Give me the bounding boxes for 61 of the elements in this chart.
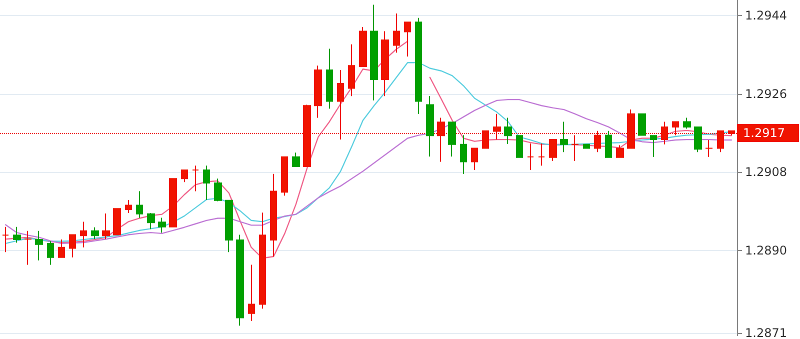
candlestick — [426, 96, 434, 157]
line-series — [4, 98, 732, 244]
candlestick — [638, 113, 646, 136]
candlestick — [248, 264, 255, 322]
candlestick — [214, 178, 222, 202]
candlestick — [471, 148, 478, 170]
y-tick-label: 1.2926 — [745, 86, 787, 101]
candlestick — [192, 165, 199, 192]
y-tick-label: 1.2890 — [745, 243, 787, 258]
candlestick — [225, 200, 233, 253]
candlestick — [102, 212, 110, 240]
candlestick — [370, 4, 378, 101]
candlestick — [181, 169, 188, 183]
candlestick — [136, 190, 143, 218]
candlestick — [415, 17, 422, 114]
candlestick — [91, 226, 99, 240]
candlestick — [259, 212, 266, 310]
candlestick — [460, 134, 467, 174]
candlestick — [35, 230, 43, 261]
candlestick — [13, 226, 21, 244]
candlestick — [113, 208, 121, 236]
candlestick — [549, 139, 557, 162]
candlestick — [705, 139, 713, 158]
candlestick — [236, 234, 244, 326]
candlestick — [448, 122, 456, 157]
candlestick — [504, 117, 512, 144]
candlestick — [281, 156, 288, 196]
candlestick — [616, 144, 624, 158]
candlestick — [270, 173, 277, 257]
y-tick-label: 1.2871 — [745, 326, 787, 339]
candlestick — [24, 230, 32, 266]
candlestick — [58, 239, 65, 258]
candlestick — [694, 126, 702, 153]
candlestick — [158, 217, 166, 234]
candlestick — [348, 44, 355, 97]
candlestick — [683, 117, 691, 130]
candlestick — [404, 22, 411, 58]
candlestick — [169, 178, 177, 228]
candlestick — [583, 144, 590, 149]
candlestick — [326, 48, 333, 110]
y-tick-label: 1.2944 — [745, 8, 787, 23]
candlestick — [80, 221, 87, 248]
candlestick — [650, 135, 657, 158]
candlestick — [314, 65, 322, 118]
candlestick — [605, 130, 612, 158]
candlestick — [125, 199, 132, 214]
candlestick — [203, 165, 210, 200]
candlestick — [381, 30, 389, 97]
candlestick — [560, 121, 568, 153]
candlestick — [527, 142, 534, 170]
ref-line-label: 1.2917 — [743, 126, 785, 140]
candlestick — [292, 152, 300, 167]
y-tick-label: 1.2908 — [745, 165, 787, 180]
candlestick — [69, 234, 76, 258]
candlestick — [538, 142, 545, 166]
candlestick — [359, 26, 367, 68]
candlestick — [47, 240, 54, 266]
candlestick — [516, 135, 523, 158]
candlestick — [2, 226, 9, 253]
candlestick — [147, 212, 155, 230]
candlestick — [393, 12, 400, 54]
